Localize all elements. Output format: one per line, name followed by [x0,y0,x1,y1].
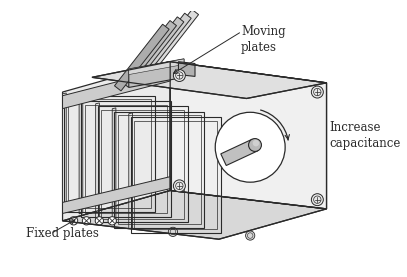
Polygon shape [63,93,66,209]
Polygon shape [112,108,116,224]
Polygon shape [63,177,170,214]
Text: Moving
plates: Moving plates [241,25,286,54]
Circle shape [82,217,91,225]
Polygon shape [92,62,326,99]
Circle shape [311,194,323,206]
Polygon shape [129,59,184,88]
Polygon shape [144,9,199,76]
Polygon shape [96,103,99,219]
Circle shape [173,70,185,81]
Polygon shape [114,24,169,91]
Text: Fixed plates: Fixed plates [26,227,98,240]
Text: Increase
capacitance: Increase capacitance [329,121,400,150]
Circle shape [245,231,255,240]
Polygon shape [79,98,83,214]
Polygon shape [63,62,170,221]
Circle shape [253,140,259,146]
Polygon shape [137,13,191,80]
Polygon shape [129,59,184,75]
Circle shape [173,180,185,192]
Circle shape [168,227,177,237]
Circle shape [249,138,261,152]
Circle shape [70,217,78,225]
Circle shape [311,86,323,98]
Polygon shape [63,191,326,239]
Polygon shape [170,62,326,209]
Circle shape [95,217,103,225]
Polygon shape [178,62,195,76]
Polygon shape [63,68,170,109]
Polygon shape [129,17,184,84]
Polygon shape [221,139,258,166]
Circle shape [108,217,116,225]
Polygon shape [122,20,177,87]
Polygon shape [129,113,132,229]
Circle shape [215,112,285,182]
